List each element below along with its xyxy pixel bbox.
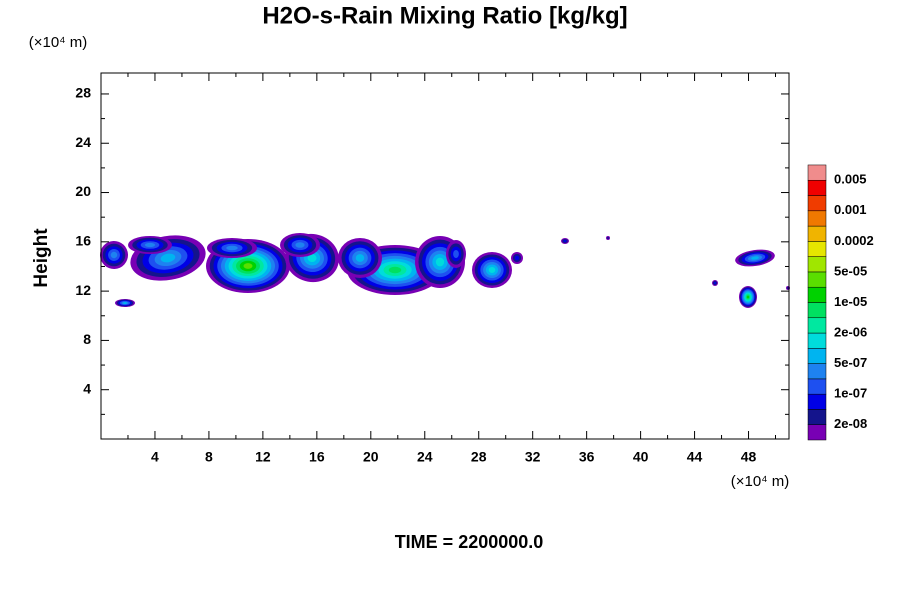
y-tick-label: 16 xyxy=(75,233,91,249)
contour-band xyxy=(751,256,759,260)
y-tick-label: 20 xyxy=(75,183,91,199)
colorbar-label: 0.005 xyxy=(834,172,867,187)
colorbar-label: 5e-05 xyxy=(834,263,867,278)
colorbar-box xyxy=(807,241,827,257)
x-tick-label: 8 xyxy=(205,449,213,465)
colorbar-label: 0.001 xyxy=(834,202,867,217)
footer: TIME = 2200000.0 xyxy=(395,532,544,552)
contour-band xyxy=(713,281,717,285)
colorbar-label: 5e-07 xyxy=(834,355,867,370)
colorbar-box xyxy=(807,256,827,273)
y-axis-label: Height xyxy=(31,228,52,288)
contour-band xyxy=(388,266,402,274)
contour-band xyxy=(563,239,567,243)
colorbar-label: 2e-08 xyxy=(834,416,867,431)
colorbar-label: 2e-06 xyxy=(834,324,867,339)
colorbar-box xyxy=(807,424,827,441)
colorbar-box xyxy=(807,302,827,319)
x-tick-label: 48 xyxy=(741,449,757,465)
colorbar-box xyxy=(807,225,827,242)
colorbar-box xyxy=(807,332,827,349)
contour-band xyxy=(123,302,127,304)
y-tick-label: 12 xyxy=(75,282,91,298)
x-tick-label: 40 xyxy=(633,449,649,465)
colorbar-box xyxy=(807,286,827,303)
colorbar-box xyxy=(807,409,827,425)
x-unit: (×10⁴ m) xyxy=(731,473,790,490)
y-tick-label: 8 xyxy=(83,331,91,347)
colorbar-label: 0.0002 xyxy=(834,233,874,248)
colorbar-box xyxy=(807,393,827,410)
chart-title: H2O-s-Rain Mixing Ratio [kg/kg] xyxy=(262,2,627,29)
contour-band xyxy=(307,253,317,263)
colorbar-box xyxy=(807,210,827,227)
contour-band xyxy=(144,242,156,248)
colorbar-box xyxy=(807,271,827,288)
y-tick-label: 24 xyxy=(75,134,91,150)
contour-band xyxy=(606,236,610,240)
y-tick-label: 28 xyxy=(75,85,91,101)
colorbar-box xyxy=(807,317,827,334)
colorbar-box xyxy=(807,195,827,212)
y-unit: (×10⁴ m) xyxy=(29,34,88,51)
contour-band xyxy=(243,263,253,269)
contour-band xyxy=(160,253,176,263)
colorbar-label: 1e-07 xyxy=(834,386,867,401)
colorbar-box xyxy=(807,179,827,196)
contours xyxy=(100,233,790,308)
plot-frame xyxy=(100,72,790,440)
x-tick-label: 4 xyxy=(151,449,159,465)
contour-band xyxy=(295,242,305,248)
x-tick-label: 12 xyxy=(255,449,271,465)
contour-band xyxy=(488,267,496,273)
colorbar-label: 1e-05 xyxy=(834,294,867,309)
x-tick-label: 20 xyxy=(363,449,379,465)
x-tick-label: 32 xyxy=(525,449,541,465)
contour-band xyxy=(435,257,445,267)
colorbar-box xyxy=(807,164,827,181)
x-tick-label: 24 xyxy=(417,449,433,465)
x-tick-label: 44 xyxy=(687,449,703,465)
contour-band xyxy=(110,251,118,259)
x-tick-label: 28 xyxy=(471,449,487,465)
contour-band xyxy=(453,250,459,258)
colorbar-box xyxy=(807,363,827,380)
contour-band xyxy=(746,295,750,299)
contour-band xyxy=(355,254,365,262)
contour-band xyxy=(226,245,238,251)
x-tick-label: 16 xyxy=(309,449,325,465)
y-tick-label: 4 xyxy=(83,380,91,396)
contour-band xyxy=(514,255,520,261)
x-tick-label: 36 xyxy=(579,449,595,465)
colorbar-box xyxy=(807,348,827,364)
colorbar-box xyxy=(807,378,827,395)
